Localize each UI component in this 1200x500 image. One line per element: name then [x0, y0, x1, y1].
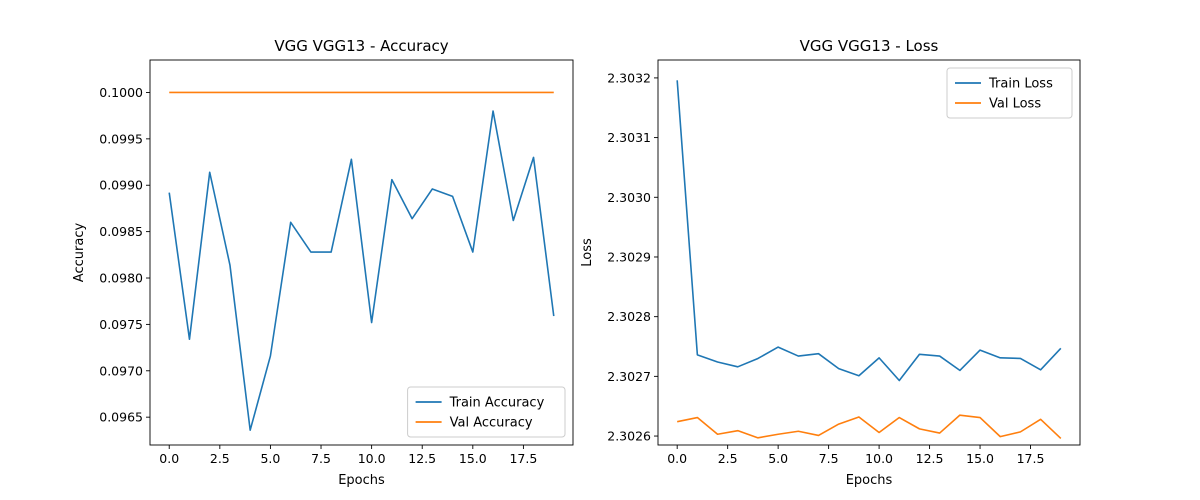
- y-tick-label: 2.3026: [607, 429, 651, 444]
- loss-chart: 0.0 2.5 5.0 7.5 10.0 12.5 15.0 17.5 2.3026 2.3027…: [580, 37, 1081, 488]
- y-tick-label: 0.0995: [99, 131, 143, 146]
- x-tick-label: 2.5: [718, 451, 738, 466]
- x-tick-label: 10.0: [865, 451, 893, 466]
- x-tick-label: 10.0: [358, 451, 386, 466]
- legend-entry: Train Accuracy: [449, 396, 545, 411]
- x-tick-label: 7.5: [311, 451, 331, 466]
- x-tick-label: 17.5: [509, 451, 537, 466]
- loss-x-axis-label: Epochs: [846, 473, 893, 488]
- legend-box: [946, 67, 1073, 119]
- x-tick-label: 17.5: [1017, 451, 1045, 466]
- accuracy-chart-title: VGG VGG13 - Accuracy: [274, 37, 448, 55]
- y-tick-label: 2.3028: [607, 309, 651, 324]
- y-tick-label: 0.0990: [99, 178, 143, 193]
- loss-chart-title: VGG VGG13 - Loss: [800, 37, 939, 55]
- y-tick-label: 2.3027: [607, 369, 651, 384]
- y-tick-label: 0.0975: [99, 317, 143, 332]
- val-loss-line: [677, 414, 1062, 440]
- train-loss-line: [676, 80, 1062, 382]
- x-tick-label: 12.5: [408, 451, 436, 466]
- accuracy-plot-frame: [149, 59, 574, 446]
- x-tick-label: 5.0: [768, 451, 788, 466]
- x-tick-label: 0.0: [667, 451, 687, 466]
- y-tick-label: 2.3032: [607, 70, 651, 85]
- legend-entry: Val Accuracy: [450, 416, 533, 431]
- y-tick-label: 0.0985: [99, 224, 143, 239]
- loss-y-axis-label: Loss: [580, 238, 595, 267]
- y-tick-label: 2.3029: [607, 249, 651, 264]
- x-tick-label: 15.0: [459, 451, 487, 466]
- loss-plot-frame: [657, 59, 1081, 446]
- x-tick-label: 15.0: [966, 451, 994, 466]
- accuracy-x-axis-label: Epochs: [338, 473, 385, 488]
- x-tick-label: 12.5: [916, 451, 944, 466]
- legend-box: [407, 386, 566, 438]
- y-tick-label: 0.0980: [99, 271, 143, 286]
- legend-entry: Train Loss: [988, 77, 1053, 92]
- x-tick-label: 7.5: [819, 451, 839, 466]
- loss-legend: Train Loss Val Loss: [946, 67, 1073, 119]
- y-tick-label: 2.3031: [607, 130, 651, 145]
- train-accuracy-line: [168, 110, 555, 431]
- y-tick-label: 2.3030: [607, 190, 651, 205]
- x-tick-label: 0.0: [159, 451, 179, 466]
- legend-entry: Val Loss: [989, 97, 1041, 112]
- y-tick-label: 0.1000: [99, 85, 143, 100]
- x-tick-label: 5.0: [260, 451, 280, 466]
- accuracy-chart: 0.0 2.5 5.0 7.5 10.0 12.5 15.0 17.5 0.0965 0.0970…: [72, 37, 574, 488]
- y-tick-label: 0.0970: [99, 363, 143, 378]
- accuracy-legend: Train Accuracy Val Accuracy: [407, 386, 566, 438]
- accuracy-y-axis-label: Accuracy: [72, 223, 87, 283]
- x-tick-label: 2.5: [210, 451, 230, 466]
- y-tick-label: 0.0965: [99, 410, 143, 425]
